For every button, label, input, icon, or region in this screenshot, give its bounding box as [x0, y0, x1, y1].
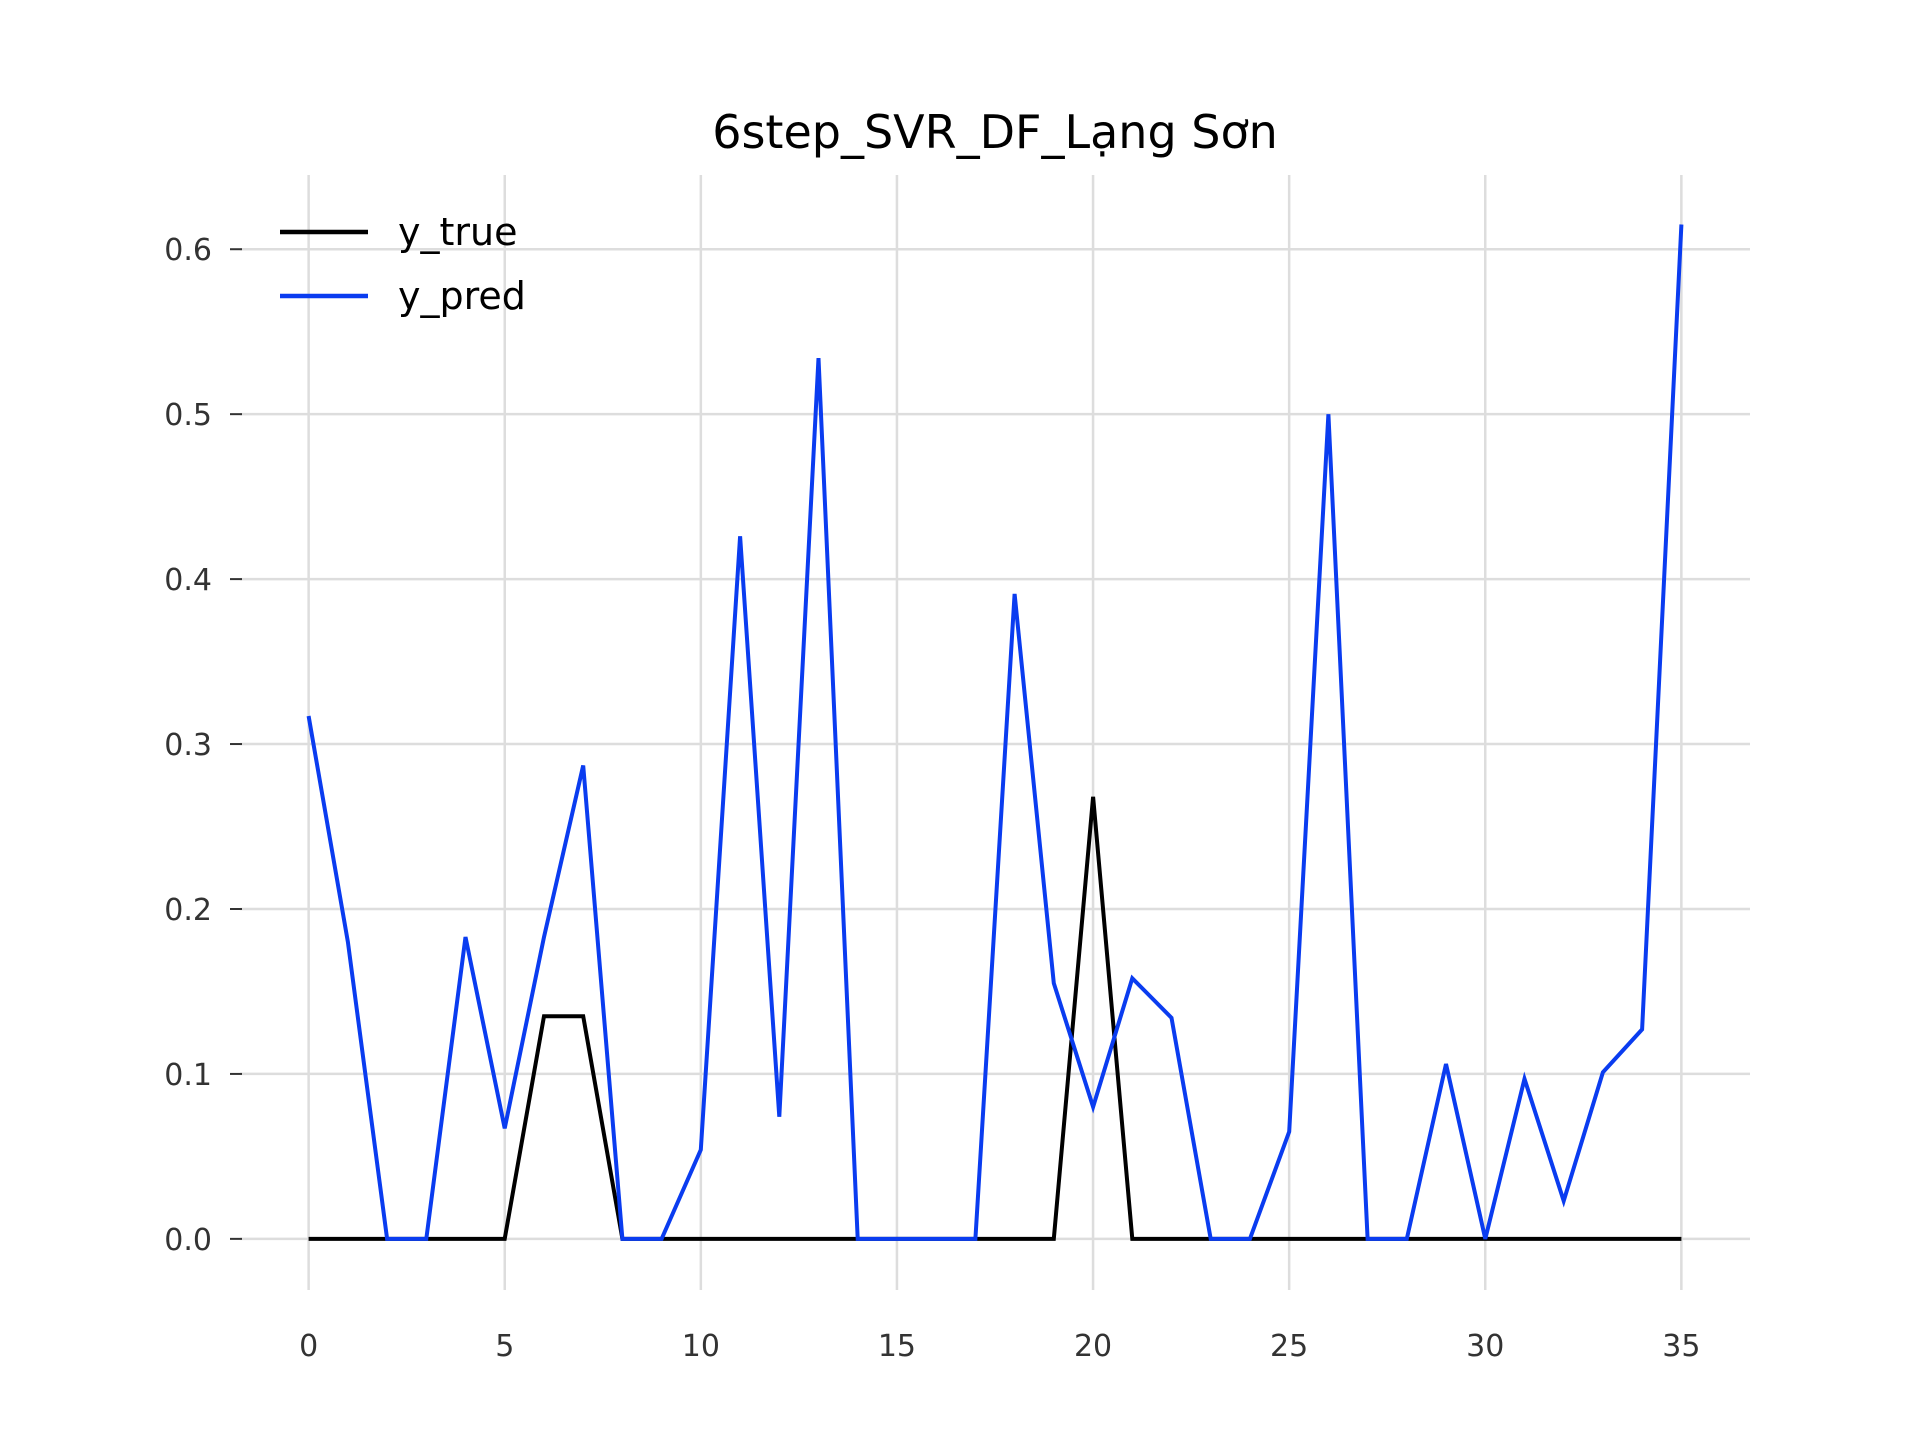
series-lines	[306, 224, 1684, 1241]
y-tick-label: 0.4	[164, 563, 212, 598]
y-tick-label: 0.0	[164, 1223, 212, 1258]
x-tick-label: 5	[495, 1329, 514, 1364]
legend: y_true y_pred	[280, 210, 526, 318]
legend-label: y_pred	[398, 274, 526, 318]
y-tick-label: 0.3	[164, 728, 212, 763]
x-tick-label: 35	[1662, 1329, 1700, 1364]
y-tick-label: 0.6	[164, 233, 212, 268]
x-tick-label: 0	[299, 1329, 318, 1364]
y-tick-label: 0.5	[164, 398, 212, 433]
x-tick-label: 25	[1270, 1329, 1308, 1364]
x-tick-label: 15	[878, 1329, 916, 1364]
series-line-y-true	[308, 796, 1682, 1241]
legend-label: y_true	[398, 210, 517, 254]
axes: 0 5 10 15 20 25 30 35 0.0 0.1 0.2 0.3 0.4 0.5 0.6	[164, 233, 1700, 1364]
series-line-y-pred	[306, 224, 1684, 1241]
y-tick-label: 0.2	[164, 893, 212, 928]
x-tick-label: 20	[1074, 1329, 1112, 1364]
chart-title: 6step_SVR_DF_Lạng Sơn	[712, 105, 1278, 159]
x-tick-label: 30	[1466, 1329, 1504, 1364]
x-tick-label: 10	[682, 1329, 720, 1364]
grid	[240, 175, 1750, 1290]
y-tick-label: 0.1	[164, 1058, 212, 1093]
